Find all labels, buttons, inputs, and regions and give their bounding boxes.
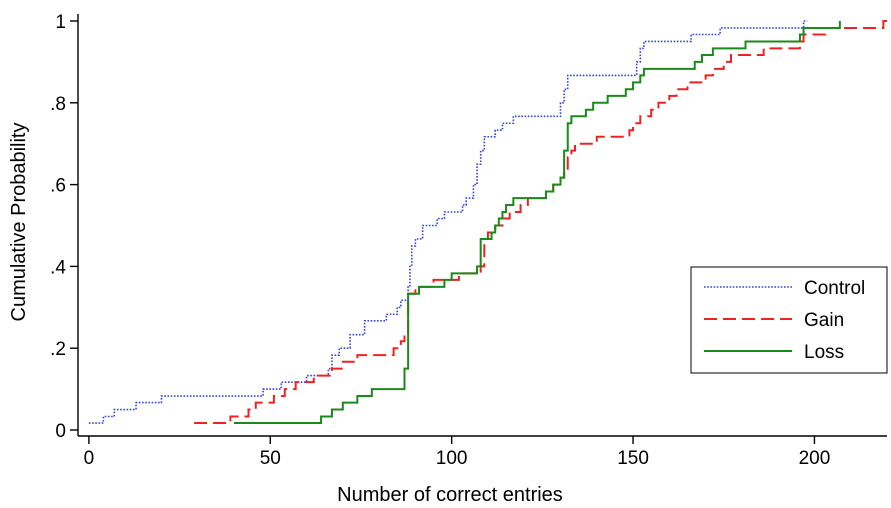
series-line-gain: [194, 20, 887, 425]
legend-items: Control Gain Loss: [704, 278, 865, 363]
x-ticks: 0 50 100 150 200: [84, 436, 831, 469]
legend-label-gain: Gain: [804, 310, 844, 331]
y-ticks: 0 .2 .4 .6 .8 1: [50, 12, 78, 442]
y-tick-label: .4: [50, 257, 66, 278]
x-tick-label: 150: [617, 448, 649, 469]
legend-label-loss: Loss: [804, 342, 844, 363]
x-axis-label: Number of correct entries: [337, 484, 563, 506]
series-line-loss: [234, 21, 841, 425]
x-tick-label: 0: [84, 448, 95, 469]
y-tick-label: 1: [55, 12, 66, 33]
x-tick-label: 100: [436, 448, 468, 469]
series-lines: [88, 20, 887, 425]
legend-label-control: Control: [804, 278, 865, 299]
y-tick-label: .2: [50, 339, 66, 360]
x-tick-label: 50: [260, 448, 281, 469]
legend: Control Gain Loss: [690, 266, 888, 374]
x-tick-label: 200: [799, 448, 831, 469]
y-axis-label: Cumulative Probability: [8, 123, 30, 322]
axes-group: [77, 14, 887, 437]
y-tick-label: .8: [50, 94, 66, 115]
y-tick-label: .6: [50, 176, 66, 197]
y-tick-label: 0: [55, 421, 66, 442]
